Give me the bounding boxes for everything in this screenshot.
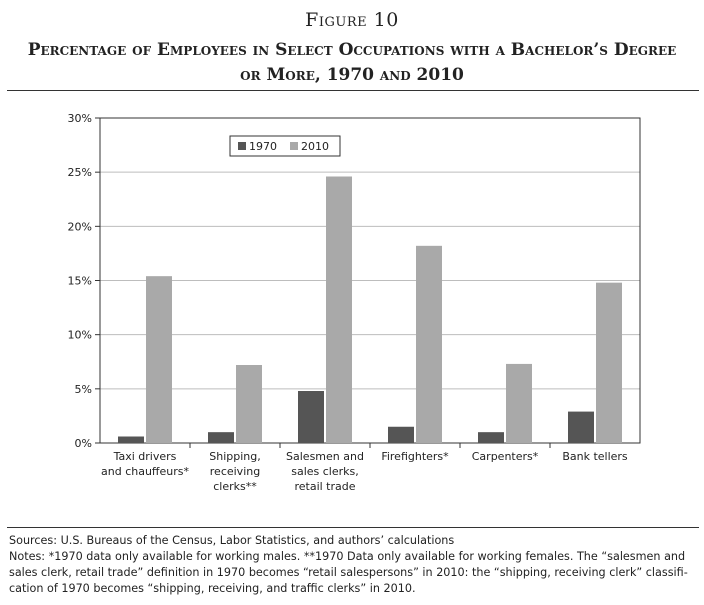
bar-1970 [478,432,504,443]
bottom-rule [7,527,699,528]
y-tick-label: 20% [68,220,92,233]
x-tick-label: Shipping, [209,450,260,463]
sources-text: Sources: U.S. Bureaus of the Census, Lab… [9,534,455,547]
figure-label: Figure 10 [305,9,399,31]
bar-2010 [146,276,172,443]
notes-line: sales clerk, retail trade” definition in… [9,566,688,579]
x-tick-label: Taxi drivers [113,450,177,463]
bar-1970 [568,411,594,443]
notes-line: cation of 1970 becomes “shipping, receiv… [9,582,416,595]
bar-2010 [416,245,442,443]
notes-line: Notes: *1970 data only available for wor… [9,550,686,563]
x-tick-label: sales clerks, [291,465,359,478]
bar-2010 [506,363,532,443]
x-tick-label: Bank tellers [562,450,628,463]
y-tick-label: 30% [68,112,92,125]
x-tick-label: Salesmen and [286,450,364,463]
bar-chart: 0% 5% 10% 15% 20% 25% 30% Taxi drivers and chauf… [68,112,641,493]
x-tick-label: Firefighters* [381,450,449,463]
x-tick-label: retail trade [294,480,355,493]
y-tick-label: 15% [68,275,92,288]
y-tick-label: 0% [75,437,92,450]
x-tick-label: and chauffeurs* [101,465,189,478]
x-tick-label: clerks** [213,480,257,493]
figure-title: Percentage of Employees in Select Occupa… [27,40,677,85]
sources-notes: Sources: U.S. Bureaus of the Census, Lab… [9,533,699,597]
x-tick-label: receiving [210,465,260,478]
y-tick-label: 25% [68,166,92,179]
bar-1970 [298,391,324,443]
legend-swatch [290,142,298,150]
bar-2010 [236,365,262,443]
legend-label: 1970 [249,140,277,153]
x-tick-label: Carpenters* [472,450,539,463]
bar-1970 [208,432,234,443]
bar-2010 [326,176,352,443]
top-rule [7,90,699,91]
y-tick-label: 5% [75,383,92,396]
bar-1970 [388,426,414,443]
bar-2010 [596,282,622,443]
legend-swatch [238,142,246,150]
y-tick-label: 10% [68,329,92,342]
legend-box [229,135,341,157]
legend-label: 2010 [301,140,329,153]
bar-1970 [118,436,144,443]
